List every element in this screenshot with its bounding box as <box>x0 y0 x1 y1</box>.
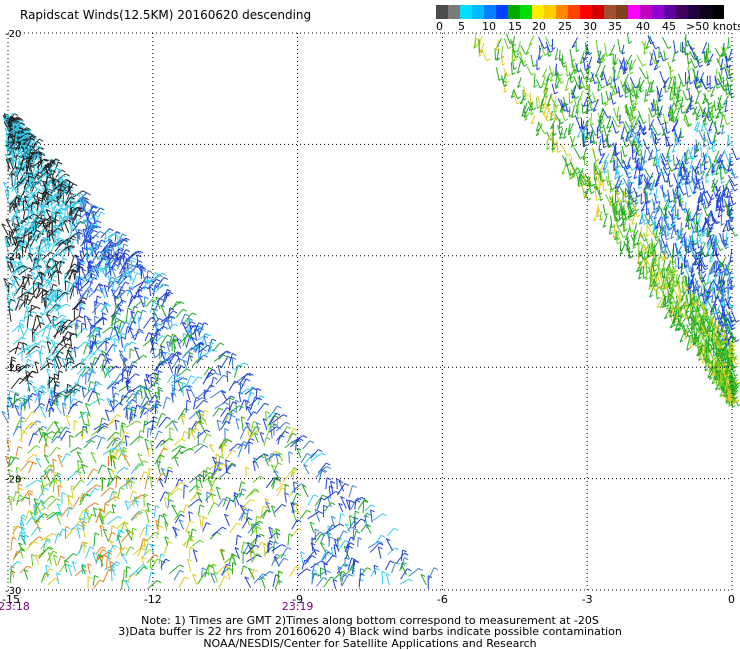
legend-swatch <box>700 5 712 19</box>
lon-tick-label: -6 <box>437 593 448 606</box>
legend-swatch <box>592 5 604 19</box>
legend-label: 30 <box>583 20 597 33</box>
lat-tick-label: -22 <box>5 140 21 151</box>
legend-swatch <box>604 5 616 19</box>
legend-label: 15 <box>508 20 522 33</box>
lat-tick-label: -30 <box>5 586 21 597</box>
lat-tick-label: -20 <box>5 29 21 40</box>
legend-swatch <box>508 5 520 19</box>
legend-label: 0 <box>436 20 443 33</box>
legend-swatch <box>712 5 724 19</box>
legend-swatch <box>580 5 592 19</box>
legend-label: 25 <box>558 20 572 33</box>
map-title: Rapidscat Winds(12.5KM) 20160620 descend… <box>20 8 312 22</box>
time-label: 23:19 <box>282 600 314 613</box>
legend-swatch <box>532 5 544 19</box>
legend-color-scale <box>436 5 724 19</box>
legend-label: 10 <box>482 20 496 33</box>
map-grid <box>7 32 733 591</box>
legend-swatch <box>664 5 676 19</box>
lon-tick-label: -15 <box>2 593 20 606</box>
lon-tick-label: -3 <box>582 593 593 606</box>
legend-swatch <box>556 5 568 19</box>
legend-label: 40 <box>636 20 650 33</box>
legend-swatch <box>688 5 700 19</box>
legend-swatch <box>436 5 448 19</box>
wind-speed-legend: 0 5 10 15 20 25 30 35 40 45 >50 knots <box>436 5 740 35</box>
legend-swatch <box>628 5 640 19</box>
legend-swatch <box>616 5 628 19</box>
lat-tick-label: -24 <box>5 252 21 263</box>
legend-label: 20 <box>532 20 546 33</box>
legend-swatch <box>544 5 556 19</box>
legend-label: >50 knots <box>686 20 740 33</box>
legend-swatch <box>496 5 508 19</box>
wind-barb-swaths <box>1 32 740 590</box>
note-line-3: NOAA/NESDIS/Center for Satellite Applica… <box>203 637 537 650</box>
legend-label: 35 <box>608 20 622 33</box>
note-line-1: Note: 1) Times are GMT 2)Times along bot… <box>141 614 599 627</box>
lon-tick-label: 0 <box>728 593 735 606</box>
lon-tick-label: -9 <box>292 593 303 606</box>
legend-swatch <box>568 5 580 19</box>
legend-swatch <box>484 5 496 19</box>
legend-swatch <box>460 5 472 19</box>
legend-swatch <box>652 5 664 19</box>
legend-swatch <box>676 5 688 19</box>
lat-tick-label: -28 <box>5 475 21 486</box>
legend-swatch <box>472 5 484 19</box>
note-line-2: 3)Data buffer is 22 hrs from 20160620 4)… <box>118 625 622 638</box>
legend-label: 5 <box>458 20 465 33</box>
legend-swatch <box>448 5 460 19</box>
legend-swatch <box>520 5 532 19</box>
legend-label: 45 <box>662 20 676 33</box>
lat-tick-label: -26 <box>5 363 21 374</box>
lon-tick-label: -12 <box>144 593 162 606</box>
time-label: 23:18 <box>0 600 30 613</box>
legend-swatch <box>640 5 652 19</box>
